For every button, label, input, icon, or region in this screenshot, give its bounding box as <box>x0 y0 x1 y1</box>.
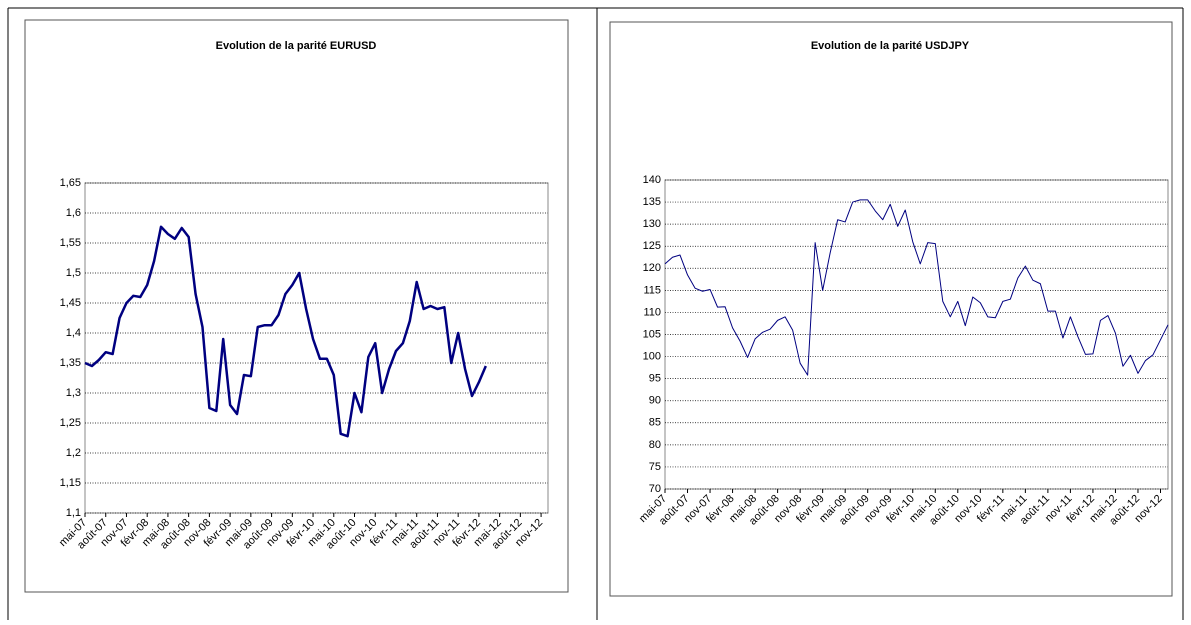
y-tick-label: 1,3 <box>66 387 81 399</box>
y-tick-label: 70 <box>649 483 661 495</box>
chart-title: Evolution de la parité EURUSD <box>216 40 377 52</box>
y-tick-label: 110 <box>643 306 661 318</box>
y-tick-label: 1,15 <box>60 477 81 489</box>
y-tick-label: 140 <box>643 174 661 186</box>
y-tick-label: 1,25 <box>60 417 81 429</box>
y-tick-label: 125 <box>643 240 661 252</box>
y-tick-label: 80 <box>649 439 661 451</box>
chart-frame <box>609 21 1173 597</box>
y-tick-label: 75 <box>649 461 661 473</box>
y-tick-label: 1,65 <box>60 177 81 189</box>
y-tick-label: 1,35 <box>60 357 81 369</box>
y-tick-label: 1,1 <box>66 507 81 519</box>
y-tick-label: 105 <box>643 328 661 340</box>
chart-frame <box>24 19 569 593</box>
y-tick-label: 115 <box>643 284 661 296</box>
y-tick-label: 100 <box>643 350 661 362</box>
y-tick-label: 1,2 <box>66 447 81 459</box>
y-tick-label: 95 <box>649 373 661 385</box>
y-tick-label: 130 <box>643 218 661 230</box>
line-series <box>84 225 487 438</box>
y-tick-label: 85 <box>649 417 661 429</box>
y-tick-label: 90 <box>649 395 661 407</box>
y-tick-label: 1,5 <box>66 267 81 279</box>
y-tick-label: 120 <box>643 262 661 274</box>
y-tick-label: 135 <box>643 196 661 208</box>
y-tick-label: 1,55 <box>60 237 81 249</box>
y-tick-label: 1,6 <box>66 207 81 219</box>
y-tick-label: 1,45 <box>60 297 81 309</box>
line-series <box>664 199 1169 376</box>
plot-area <box>84 182 549 514</box>
chart-title: Evolution de la parité USDJPY <box>811 40 970 52</box>
y-tick-label: 1,4 <box>66 327 81 339</box>
